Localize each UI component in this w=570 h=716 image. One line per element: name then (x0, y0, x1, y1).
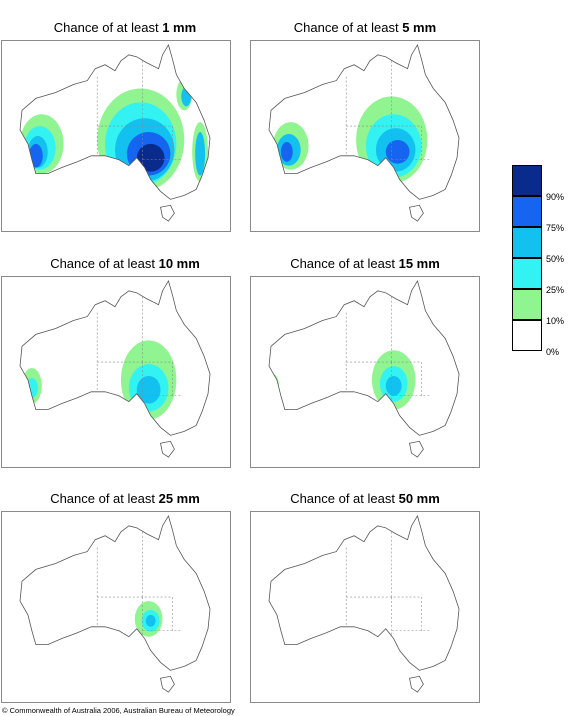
australia-map-25mm (19, 514, 211, 693)
australia-coastline (268, 279, 460, 436)
probability-region (280, 141, 293, 162)
probability-region (269, 373, 279, 398)
probability-region (181, 86, 192, 107)
panel-title-50mm: Chance of at least 50 mm (290, 491, 440, 506)
tasmania-coastline (160, 675, 175, 693)
tasmania-coastline (409, 204, 424, 222)
australia-map-1mm (19, 43, 211, 222)
panel-title-10mm: Chance of at least 10 mm (50, 256, 200, 271)
australia-coastline (268, 43, 460, 200)
legend-swatch-50 (512, 227, 542, 258)
legend-swatch-90 (512, 165, 542, 196)
panel-title-5mm: Chance of at least 5 mm (293, 20, 437, 35)
australia-map-10mm (19, 279, 211, 458)
legend-swatch-10 (512, 289, 542, 320)
rain-probability-shading (21, 340, 177, 420)
legend-label-25: 25% (546, 285, 565, 295)
probability-region (385, 375, 402, 396)
map-50mm (250, 511, 480, 703)
rain-probability-shading (134, 601, 163, 637)
australia-map-15mm (268, 279, 460, 458)
rain-probability-shading (269, 350, 416, 410)
probability-region (136, 375, 161, 404)
probability-region (136, 143, 165, 172)
panel-title-25mm: Chance of at least 25 mm (50, 491, 200, 506)
map-25mm (1, 511, 231, 703)
probability-region (385, 139, 410, 164)
map-15mm (250, 276, 480, 468)
map-5mm (250, 40, 480, 232)
rain-probability-shading (272, 96, 428, 184)
tasmania-coastline (409, 440, 424, 458)
legend-label-75: 75% (546, 223, 565, 233)
probability-legend: 90% 75% 50% 25% 10% 0% (510, 165, 568, 357)
rain-probability-shading (20, 78, 209, 192)
panel-title-1mm: Chance of at least 1 mm (53, 20, 197, 35)
tasmania-coastline (160, 204, 175, 222)
probability-region (195, 132, 206, 176)
legend-label-50: 50% (546, 254, 565, 264)
copyright-notice: © Commonwealth of Australia 2006, Austra… (2, 706, 235, 715)
probability-region (145, 614, 156, 627)
legend-swatch-0 (512, 320, 542, 351)
panel-title-15mm: Chance of at least 15 mm (290, 256, 440, 271)
legend-label-90: 90% (546, 192, 565, 202)
australia-coastline (19, 279, 211, 436)
australia-coastline (19, 43, 211, 200)
tasmania-coastline (409, 675, 424, 693)
map-1mm (1, 40, 231, 232)
legend-swatch-25 (512, 258, 542, 289)
map-10mm (1, 276, 231, 468)
australia-map-5mm (268, 43, 460, 222)
australia-coastline (268, 514, 460, 671)
legend-swatch-75 (512, 196, 542, 227)
tasmania-coastline (160, 440, 175, 458)
legend-label-0: 0% (546, 347, 560, 357)
australia-coastline (19, 514, 211, 671)
legend-label-10: 10% (546, 316, 565, 326)
australia-map-50mm (268, 514, 460, 693)
